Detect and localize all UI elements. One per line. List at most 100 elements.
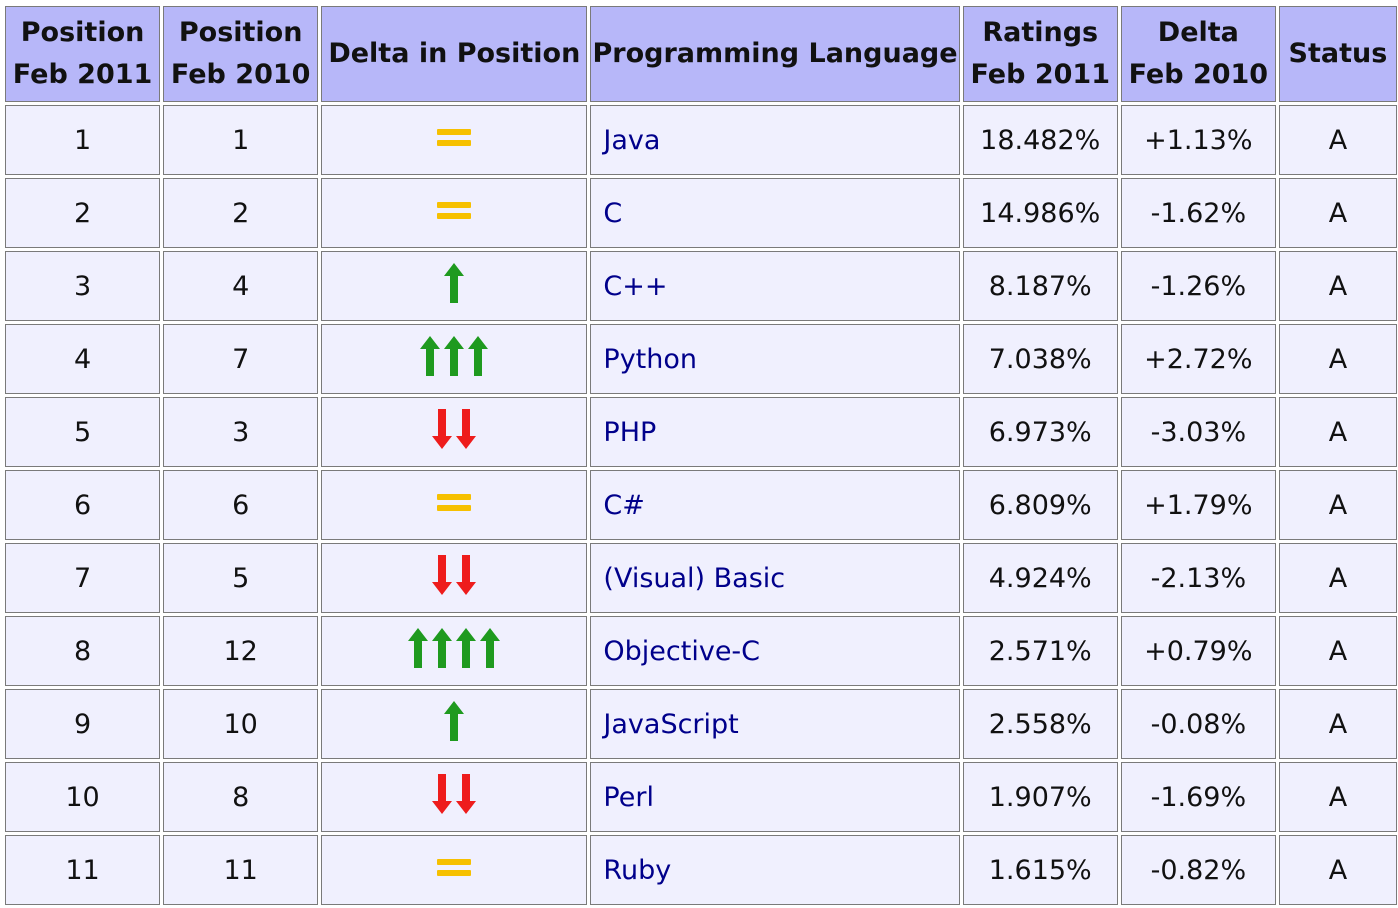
delta-position-cell: [321, 762, 588, 832]
position-2011-cell: 3: [5, 251, 161, 321]
table-row: 2 2 C 14.986% -1.62% A: [5, 178, 1397, 248]
language-link[interactable]: (Visual) Basic: [590, 543, 960, 613]
up-arrows: [443, 262, 465, 304]
delta-position-cell: [321, 178, 588, 248]
language-link[interactable]: Java: [590, 105, 960, 175]
position-2010-cell: 8: [163, 762, 319, 832]
table-row: 5 3 PHP 6.973% -3.03% A: [5, 397, 1397, 467]
position-2011-cell: 9: [5, 689, 161, 759]
header-status: Status: [1278, 6, 1397, 102]
delta-rating-cell: +1.13%: [1120, 105, 1276, 175]
delta-rating-cell: -2.13%: [1120, 543, 1276, 613]
status-cell: A: [1278, 178, 1397, 248]
rating-cell: 8.187%: [962, 251, 1118, 321]
table-row: 1 1 Java 18.482% +1.13% A: [5, 105, 1397, 175]
delta-position-cell: [321, 616, 588, 686]
table-row: 6 6 C# 6.809% +1.79% A: [5, 470, 1397, 540]
delta-rating-cell: -1.62%: [1120, 178, 1276, 248]
down-arrows: [431, 408, 477, 450]
rating-cell: 4.924%: [962, 543, 1118, 613]
position-2011-cell: 6: [5, 470, 161, 540]
table-row: 11 11 Ruby 1.615% -0.82% A: [5, 835, 1397, 905]
position-2011-cell: 4: [5, 324, 161, 394]
table-row: 4 7 Python 7.038% +2.72% A: [5, 324, 1397, 394]
position-2010-cell: 4: [163, 251, 319, 321]
up-arrow-icon: [408, 627, 429, 668]
table-row: 8 12 Objective-C 2.571% +0.79% A: [5, 616, 1397, 686]
delta-rating-cell: -1.26%: [1120, 251, 1276, 321]
delta-rating-cell: +1.79%: [1120, 470, 1276, 540]
header-programming-language: Programming Language: [590, 6, 960, 102]
status-cell: A: [1278, 397, 1397, 467]
equal-icon: [437, 200, 472, 222]
language-link[interactable]: C#: [590, 470, 960, 540]
up-arrow-icon: [456, 627, 477, 668]
position-2010-cell: 12: [163, 616, 319, 686]
language-link[interactable]: C++: [590, 251, 960, 321]
position-2011-cell: 7: [5, 543, 161, 613]
position-2010-cell: 3: [163, 397, 319, 467]
position-2010-cell: 1: [163, 105, 319, 175]
language-link[interactable]: Objective-C: [590, 616, 960, 686]
delta-position-cell: [321, 324, 588, 394]
rating-cell: 18.482%: [962, 105, 1118, 175]
delta-rating-cell: -1.69%: [1120, 762, 1276, 832]
down-arrow-icon: [456, 408, 477, 449]
language-link[interactable]: Ruby: [590, 835, 960, 905]
language-link[interactable]: JavaScript: [590, 689, 960, 759]
position-2011-cell: 1: [5, 105, 161, 175]
header-position-2010: Position Feb 2010: [163, 6, 319, 102]
delta-position-cell: [321, 251, 588, 321]
rating-cell: 7.038%: [962, 324, 1118, 394]
status-cell: A: [1278, 616, 1397, 686]
rating-cell: 1.907%: [962, 762, 1118, 832]
up-arrow-icon: [420, 335, 441, 376]
rating-cell: 14.986%: [962, 178, 1118, 248]
position-2010-cell: 11: [163, 835, 319, 905]
rating-cell: 6.809%: [962, 470, 1118, 540]
header-row: Position Feb 2011 Position Feb 2010 Delt…: [5, 6, 1397, 102]
up-arrows: [419, 335, 489, 377]
delta-position-cell: [321, 835, 588, 905]
up-arrow-icon: [444, 700, 465, 741]
table-row: 7 5 (Visual) Basic 4.924% -2.13% A: [5, 543, 1397, 613]
position-2010-cell: 2: [163, 178, 319, 248]
down-arrow-icon: [432, 773, 453, 814]
delta-position-cell: [321, 397, 588, 467]
status-cell: A: [1278, 251, 1397, 321]
rating-cell: 2.571%: [962, 616, 1118, 686]
position-2011-cell: 8: [5, 616, 161, 686]
up-arrow-icon: [468, 335, 489, 376]
language-link[interactable]: Perl: [590, 762, 960, 832]
delta-position-cell: [321, 105, 588, 175]
header-delta-position: Delta in Position: [321, 6, 588, 102]
position-2011-cell: 11: [5, 835, 161, 905]
position-2011-cell: 10: [5, 762, 161, 832]
language-link[interactable]: PHP: [590, 397, 960, 467]
rating-cell: 2.558%: [962, 689, 1118, 759]
delta-rating-cell: +0.79%: [1120, 616, 1276, 686]
status-cell: A: [1278, 470, 1397, 540]
up-arrow-icon: [480, 627, 501, 668]
table-row: 3 4 C++ 8.187% -1.26% A: [5, 251, 1397, 321]
header-ratings: Ratings Feb 2011: [962, 6, 1118, 102]
header-position-2011: Position Feb 2011: [5, 6, 161, 102]
rating-cell: 1.615%: [962, 835, 1118, 905]
delta-rating-cell: -0.82%: [1120, 835, 1276, 905]
table-row: 10 8 Perl 1.907% -1.69% A: [5, 762, 1397, 832]
position-2011-cell: 5: [5, 397, 161, 467]
down-arrow-icon: [432, 408, 453, 449]
delta-position-cell: [321, 543, 588, 613]
down-arrow-icon: [456, 554, 477, 595]
header-delta-rating: Delta Feb 2010: [1120, 6, 1276, 102]
status-cell: A: [1278, 689, 1397, 759]
language-link[interactable]: Python: [590, 324, 960, 394]
status-cell: A: [1278, 105, 1397, 175]
equal-icon: [437, 857, 472, 879]
table-body: 1 1 Java 18.482% +1.13% A 2 2 C 14.986% -1.62% A 3 4 C…: [5, 105, 1397, 905]
up-arrow-icon: [444, 335, 465, 376]
delta-rating-cell: -3.03%: [1120, 397, 1276, 467]
language-ranking-table: Position Feb 2011 Position Feb 2010 Delt…: [2, 3, 1398, 908]
language-link[interactable]: C: [590, 178, 960, 248]
status-cell: A: [1278, 543, 1397, 613]
